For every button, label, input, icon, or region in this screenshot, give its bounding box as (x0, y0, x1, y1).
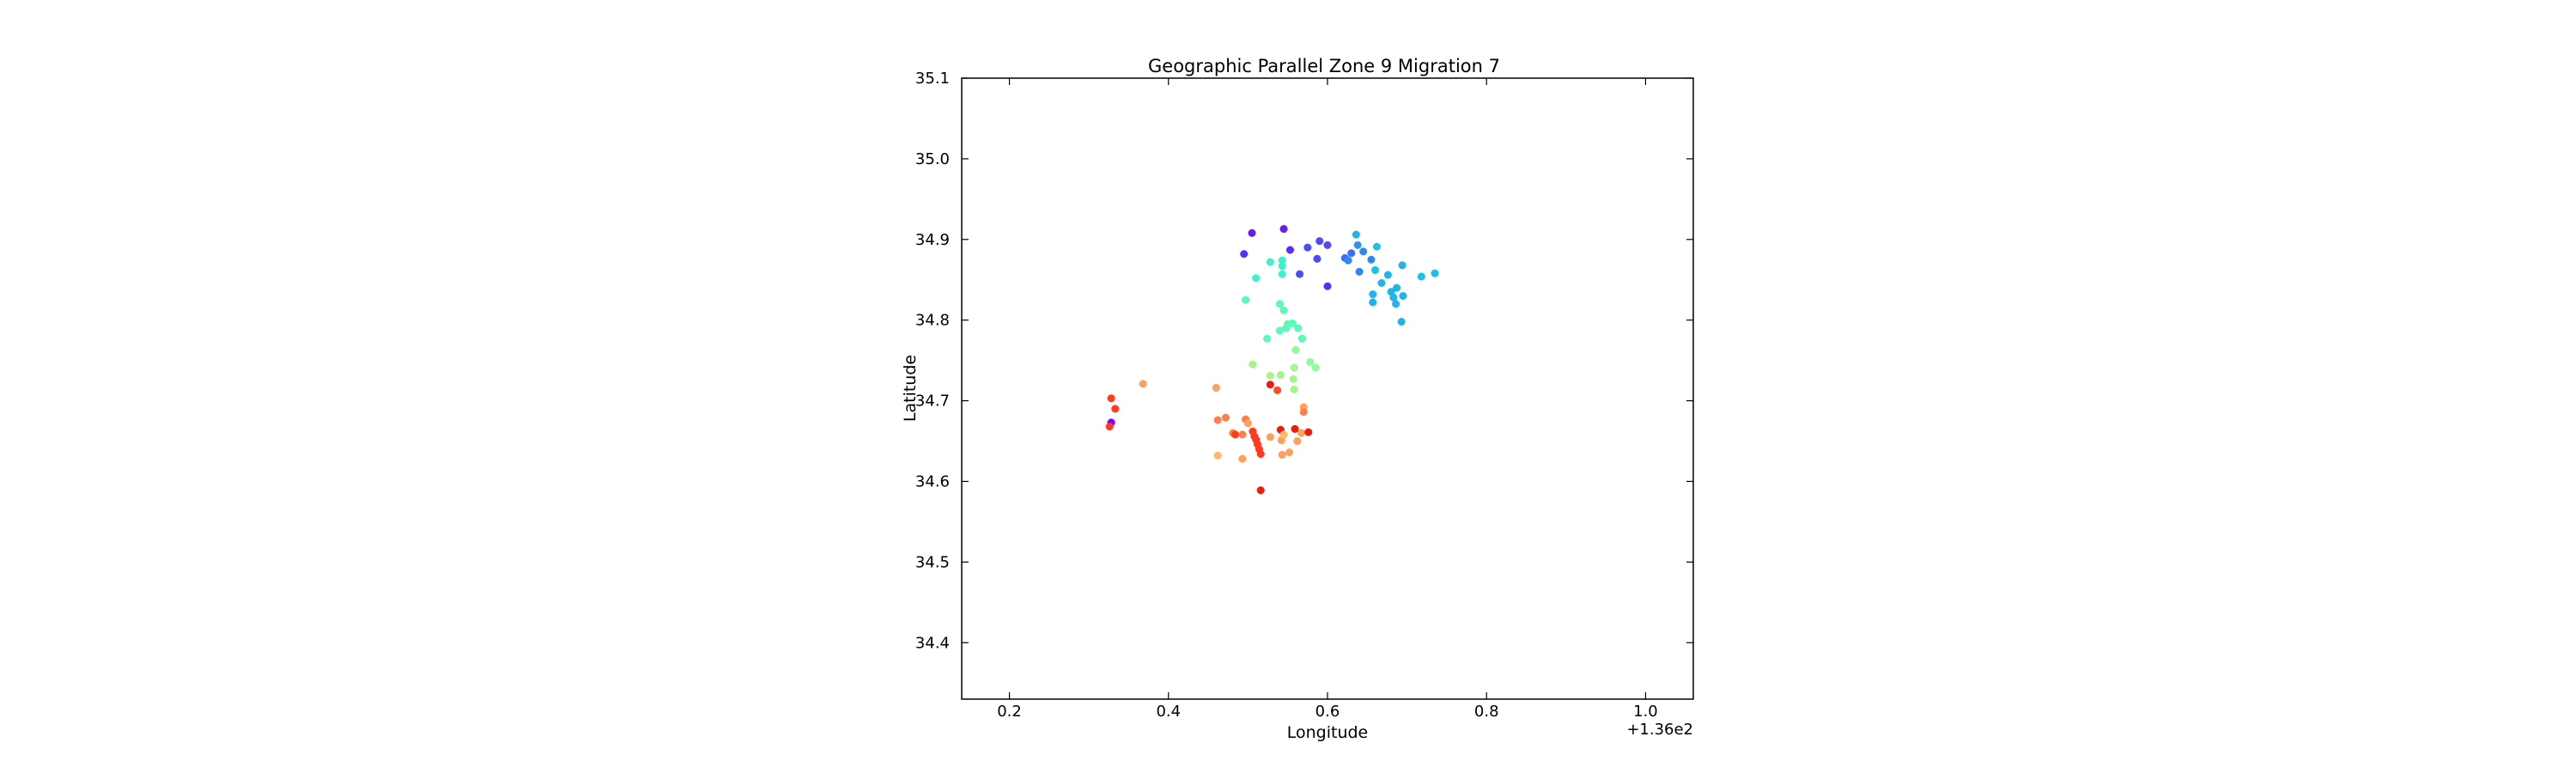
data-point (1266, 380, 1274, 389)
x-axis-ticks: 0.2 0.4 0.6 0.8 1.0 (997, 78, 1658, 721)
data-point (1392, 300, 1400, 308)
data-point (1355, 267, 1364, 276)
data-point (1311, 363, 1320, 372)
data-point (1213, 451, 1222, 460)
data-point (1290, 363, 1298, 372)
data-point (1282, 324, 1291, 332)
plot-frame (961, 77, 1694, 700)
data-point (1303, 243, 1312, 252)
data-point (1248, 228, 1256, 237)
data-point (1279, 430, 1288, 439)
x-tick-label: 0.8 (1474, 703, 1499, 721)
data-point (1304, 428, 1313, 436)
data-point (1238, 430, 1247, 439)
data-point (1278, 262, 1286, 271)
data-point (1266, 371, 1274, 380)
y-tick-label: 34.4 (915, 634, 950, 652)
data-point (1369, 290, 1377, 299)
data-point (1431, 269, 1439, 277)
data-point (1240, 250, 1249, 259)
data-point (1279, 225, 1288, 234)
data-point (1315, 237, 1324, 246)
data-point (1276, 370, 1285, 380)
y-axis-ticks: 34.4 34.5 34.6 34.7 34.8 34.9 35.0 35.1 (915, 70, 1693, 652)
data-point (1294, 324, 1303, 332)
data-point (1299, 408, 1308, 417)
data-point (1242, 295, 1250, 304)
y-tick-label: 34.8 (915, 312, 950, 330)
data-point (1371, 265, 1380, 275)
data-point (1238, 454, 1247, 463)
data-point (1398, 261, 1406, 270)
data-point (1105, 423, 1114, 431)
data-point (1263, 334, 1272, 343)
data-point (1139, 380, 1147, 388)
data-point (1256, 486, 1265, 495)
x-tick-label: 0.2 (997, 703, 1022, 721)
data-point (1383, 271, 1392, 279)
data-point (1293, 436, 1302, 446)
data-point (1359, 247, 1368, 256)
data-point (1278, 450, 1286, 460)
data-point (1393, 283, 1401, 292)
y-tick-label: 34.9 (915, 231, 950, 249)
data-point (1107, 394, 1115, 403)
x-axis-label: Longitude (1287, 723, 1369, 742)
scatter-points (1105, 225, 1439, 495)
y-tick-label: 35.1 (915, 70, 950, 88)
x-tick-label: 0.6 (1315, 703, 1340, 721)
data-point (1352, 230, 1360, 239)
x-tick-label: 1.0 (1633, 703, 1658, 721)
data-point (1323, 282, 1332, 290)
data-point (1221, 413, 1230, 422)
y-tick-label: 34.5 (915, 553, 950, 571)
data-point (1256, 450, 1265, 459)
data-point (1377, 278, 1386, 288)
y-tick-label: 34.6 (915, 472, 950, 490)
data-point (1249, 360, 1257, 368)
data-point (1285, 246, 1295, 254)
data-point (1297, 334, 1306, 343)
data-point (1296, 270, 1304, 278)
data-point (1347, 249, 1356, 258)
data-point (1252, 274, 1261, 283)
data-point (1399, 291, 1407, 301)
data-point (1291, 424, 1299, 433)
y-tick-label: 35.0 (915, 150, 950, 168)
data-point (1291, 345, 1300, 354)
data-point (1297, 429, 1305, 437)
chart-title: Geographic Parallel Zone 9 Migration 7 (1148, 56, 1500, 76)
data-point (1231, 430, 1240, 439)
x-axis-offset-label: +1.36e2 (1626, 721, 1693, 739)
data-point (1417, 272, 1425, 281)
data-point (1369, 298, 1377, 307)
data-point (1273, 386, 1282, 394)
data-point (1367, 255, 1376, 264)
y-axis-label: Latitude (901, 355, 920, 422)
data-point (1313, 254, 1321, 263)
data-point (1290, 385, 1298, 393)
data-point (1266, 258, 1274, 266)
data-point (1278, 270, 1286, 278)
data-point (1266, 433, 1274, 441)
x-tick-label: 0.4 (1156, 703, 1181, 721)
data-point (1353, 240, 1362, 249)
data-point (1275, 300, 1284, 308)
y-tick-label: 34.7 (915, 393, 950, 411)
data-point (1243, 419, 1252, 428)
data-point (1344, 256, 1352, 265)
data-point (1397, 318, 1406, 326)
data-point (1288, 319, 1297, 327)
data-point (1306, 357, 1315, 367)
data-point (1323, 240, 1332, 249)
data-point (1212, 384, 1220, 393)
data-point (1213, 416, 1222, 424)
data-point (1289, 374, 1297, 383)
data-point (1279, 306, 1288, 314)
data-point (1285, 448, 1294, 457)
data-point (1111, 405, 1120, 413)
data-point (1372, 242, 1381, 251)
